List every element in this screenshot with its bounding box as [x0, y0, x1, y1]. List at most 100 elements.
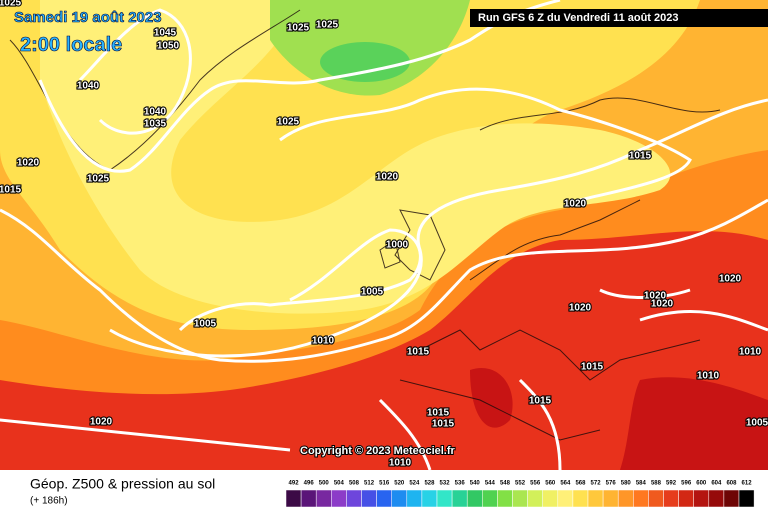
scale-label: 504	[334, 481, 345, 487]
isobar	[279, 87, 692, 202]
isobar-label: 1040	[77, 81, 100, 92]
scale-label: 520	[394, 481, 405, 487]
scale-swatch	[633, 489, 649, 508]
scale-swatch	[512, 489, 528, 508]
scale-swatch	[723, 489, 740, 508]
isobar-label: 1045	[154, 28, 177, 39]
isobar	[0, 198, 768, 363]
isobar-label: 1020	[90, 417, 113, 428]
scale-label: 600	[696, 481, 707, 487]
scale-label: 612	[742, 481, 753, 487]
isobar-label: 1050	[157, 41, 180, 52]
scale-swatch	[678, 489, 694, 508]
scale-label: 572	[591, 481, 602, 487]
isobar-label: 1005	[746, 418, 768, 429]
scale-swatch	[315, 489, 332, 508]
scale-label: 540	[470, 481, 481, 487]
isobar-label: 1020	[644, 291, 667, 302]
isobar-label: 1015	[407, 347, 430, 358]
isobar-label: 1020	[17, 158, 40, 169]
isobar-label: 1020	[651, 299, 674, 310]
scale-swatch	[693, 489, 710, 508]
scale-swatch	[648, 489, 664, 508]
scale-label: 496	[304, 481, 315, 487]
scale-label: 544	[485, 481, 496, 487]
scale-label: 604	[711, 481, 722, 487]
run-info: Run GFS 6 Z du Vendredi 11 août 2023	[478, 12, 679, 24]
scale-label: 568	[575, 481, 586, 487]
color-scale: 492 496 500 504 508 512 516 520 524 528 532 536 540 5…	[285, 481, 755, 508]
scale-swatch	[557, 489, 574, 508]
zone-dark-red	[470, 368, 513, 428]
scale-swatch	[663, 489, 679, 508]
isobar-label: 1015	[629, 151, 652, 162]
copyright: Copyright © 2023 Meteociel.fr	[300, 445, 456, 457]
scale-label: 596	[681, 481, 692, 487]
isobar-label: 1035	[144, 119, 167, 130]
isobar-label: 1020	[569, 303, 592, 314]
scale-label: 528	[424, 481, 435, 487]
scale-swatch	[542, 489, 559, 508]
scale-label: 524	[409, 481, 420, 487]
scale-label: 492	[289, 481, 300, 487]
isobar-label: 1020	[376, 172, 399, 183]
footer-title: Géop. Z500 & pression au sol	[30, 476, 215, 492]
scale-swatch	[466, 489, 483, 508]
isobar-label: 1010	[389, 458, 412, 469]
isobar-label: 1005	[194, 319, 217, 330]
scale-swatch	[602, 489, 619, 508]
isobar-label: 1025	[277, 117, 300, 128]
scale-swatch	[617, 489, 634, 508]
scale-label: 548	[500, 481, 511, 487]
forecast-date: Samedi 19 août 2023	[14, 9, 162, 26]
isobar-label: 1025	[0, 0, 22, 9]
zone-dark-green	[320, 42, 410, 82]
scale-label: 608	[726, 481, 737, 487]
scale-swatch	[587, 489, 604, 508]
scale-label: 560	[545, 481, 556, 487]
scale-swatch	[300, 489, 317, 508]
isobar-label: 1040	[144, 107, 167, 118]
isobar-label: 1015	[581, 362, 604, 373]
scale-swatch	[497, 489, 513, 508]
isobar-label: 1020	[719, 274, 742, 285]
scale-label: 564	[560, 481, 571, 487]
scale-label: 580	[621, 481, 632, 487]
isobar-label: 1015	[427, 408, 450, 419]
coastline	[399, 97, 721, 441]
scale-swatch	[738, 489, 755, 508]
isobar-label: 1020	[564, 199, 587, 210]
isobar-label: 1025	[87, 174, 110, 185]
zone-pale-yellow	[40, 0, 671, 314]
scale-label: 532	[440, 481, 451, 487]
isobar	[178, 228, 422, 332]
scale-label: 508	[349, 481, 360, 487]
run-banner	[470, 9, 768, 27]
isobar	[78, 8, 192, 135]
scale-swatch	[346, 489, 362, 508]
isobar-label: 1015	[529, 396, 552, 407]
scale-swatch	[391, 489, 408, 508]
forecast-time: 2:00 locale	[20, 34, 122, 56]
scale-swatch	[708, 489, 725, 508]
scale-swatch	[376, 489, 392, 508]
scale-label: 592	[666, 481, 677, 487]
scale-swatch	[331, 489, 347, 508]
scale-label: 588	[651, 481, 662, 487]
isobar-label: 1000	[386, 240, 409, 251]
scale-swatch	[482, 489, 498, 508]
scale-label: 516	[379, 481, 390, 487]
scale-label: 556	[530, 481, 541, 487]
scale-swatch	[406, 489, 423, 508]
isobar-label: 1010	[697, 371, 720, 382]
isobar-label: 1010	[312, 336, 335, 347]
isobar	[0, 288, 768, 471]
isobar-label: 1025	[287, 23, 310, 34]
scale-swatch	[285, 489, 302, 508]
scale-swatch	[361, 489, 377, 508]
scale-label: 552	[515, 481, 526, 487]
scale-label: 500	[319, 481, 330, 487]
scale-swatch	[436, 489, 453, 508]
